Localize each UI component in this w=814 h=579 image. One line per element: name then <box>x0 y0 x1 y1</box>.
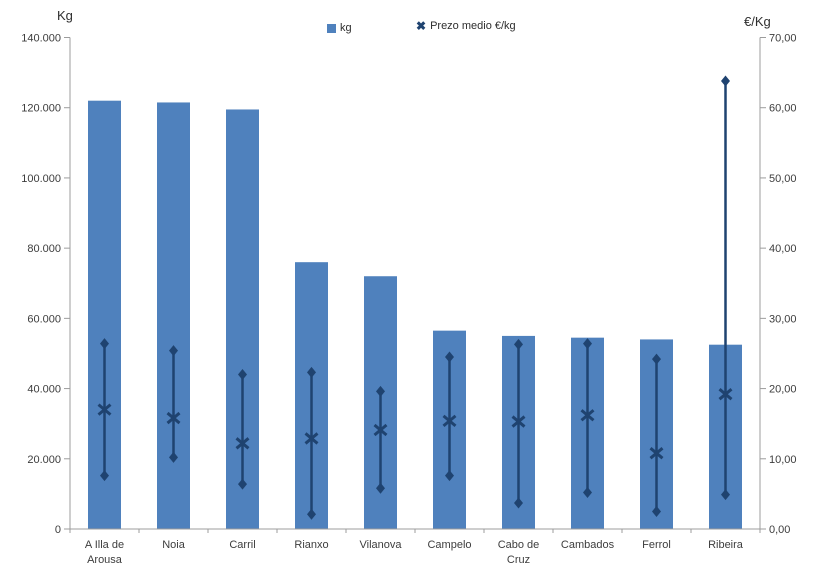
high-diamond-icon <box>376 385 385 397</box>
x-axis-category-label: Noia <box>162 539 186 551</box>
x-axis-category-label: Ferrol <box>642 539 671 551</box>
left-axis-tick-label: 0 <box>55 524 61 536</box>
mean-x-marker <box>166 411 181 425</box>
mean-x-marker <box>373 423 388 437</box>
mean-x-marker <box>511 415 526 428</box>
low-diamond-icon <box>652 505 661 517</box>
x-axis-category-label: Vilanova <box>360 539 403 551</box>
low-diamond-icon <box>583 486 592 498</box>
right-axis-tick-label: 60,00 <box>769 103 797 115</box>
x-axis-category-label: Cambados <box>561 539 615 551</box>
high-diamond-icon <box>445 351 454 363</box>
left-axis-tick-label: 80.000 <box>27 243 61 255</box>
left-axis-tick-label: 120.000 <box>21 103 61 115</box>
high-diamond-icon <box>721 75 730 87</box>
right-axis-tick-label: 0,00 <box>769 524 790 536</box>
low-diamond-icon <box>721 489 730 501</box>
x-axis-category-label: Rianxo <box>294 539 328 551</box>
high-diamond-icon <box>514 338 523 350</box>
low-diamond-icon <box>100 470 109 482</box>
low-diamond-icon <box>307 508 316 520</box>
left-axis-tick-label: 100.000 <box>21 173 61 185</box>
mean-x-marker <box>580 409 595 422</box>
x-axis-category-label: Carril <box>229 539 255 551</box>
low-diamond-icon <box>514 497 523 509</box>
right-axis-tick-label: 10,00 <box>769 454 797 466</box>
low-diamond-icon <box>238 478 247 490</box>
kg-bar <box>157 102 190 529</box>
x-axis-category-label: Cabo de Cruz <box>498 539 540 566</box>
mean-x-marker <box>97 403 112 416</box>
high-diamond-icon <box>583 338 592 350</box>
low-diamond-icon <box>169 451 178 463</box>
x-axis-category-label: A Illa de Arousa <box>85 539 124 566</box>
mean-x-marker <box>442 414 457 428</box>
x-axis-category-label: Campelo <box>427 539 471 551</box>
left-axis-tick-label: 140.000 <box>21 33 61 45</box>
low-diamond-icon <box>376 482 385 494</box>
right-axis-tick-label: 20,00 <box>769 384 797 396</box>
right-axis-tick-label: 30,00 <box>769 313 797 325</box>
right-axis-title: €/Kg <box>744 14 771 29</box>
high-diamond-icon <box>652 353 661 365</box>
high-diamond-icon <box>307 366 316 378</box>
mean-x-marker <box>304 432 319 445</box>
left-axis-title: Kg <box>57 8 73 23</box>
right-axis-tick-label: 50,00 <box>769 173 797 185</box>
mean-x-marker <box>235 437 250 450</box>
high-diamond-icon <box>100 338 109 350</box>
x-axis-category-label: Ribeira <box>708 539 744 551</box>
right-axis-tick-label: 40,00 <box>769 243 797 255</box>
low-diamond-icon <box>445 470 454 482</box>
mean-x-marker <box>718 388 733 401</box>
high-diamond-icon <box>169 345 178 357</box>
left-axis-tick-label: 20.000 <box>27 454 61 466</box>
high-diamond-icon <box>238 369 247 381</box>
left-axis-tick-label: 60.000 <box>27 313 61 325</box>
left-axis-tick-label: 40.000 <box>27 384 61 396</box>
right-axis-tick-label: 70,00 <box>769 33 797 45</box>
mean-x-marker <box>649 447 664 460</box>
